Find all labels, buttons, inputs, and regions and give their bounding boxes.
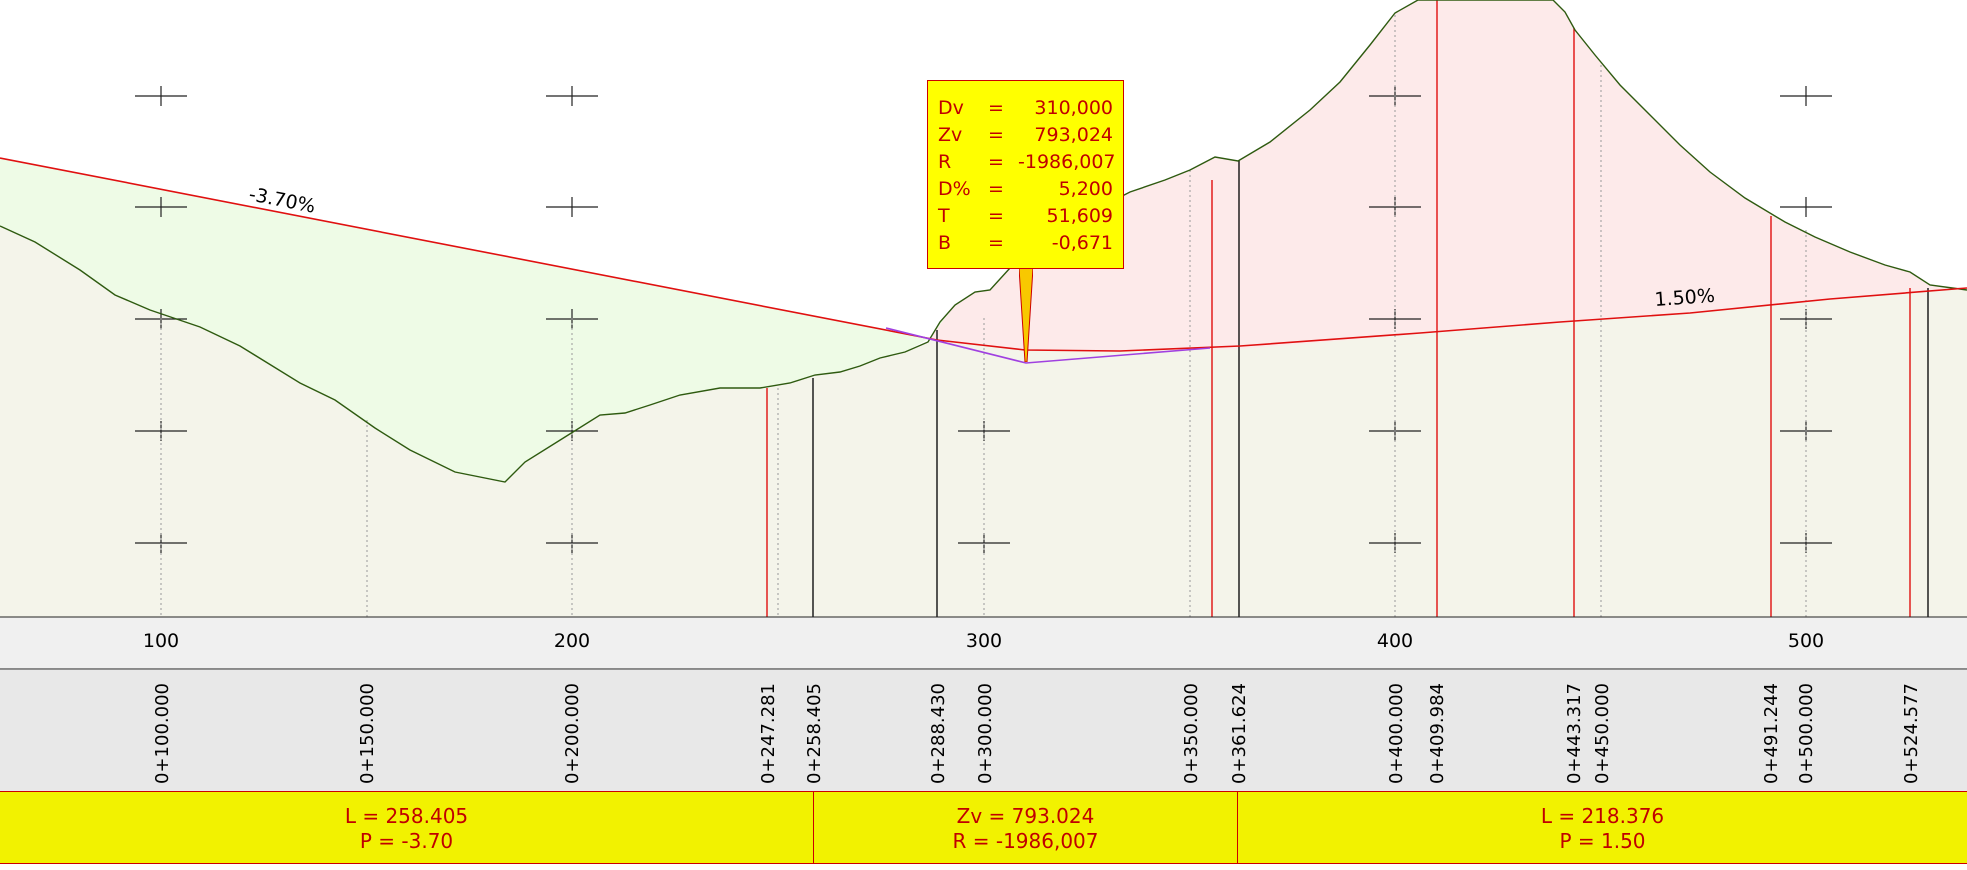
curve-elevation: Zv = 793.024 (956, 804, 1095, 828)
segment-box-right: L = 218.376 P = 1.50 (1238, 791, 1967, 864)
axis-band (0, 617, 1967, 669)
info-eq: = (988, 124, 1004, 146)
segment-grade: P = -3.70 (359, 829, 454, 853)
curve-info-row: D% = 5,200 (938, 176, 1123, 203)
chainage-label: 0+100.000 (152, 683, 173, 784)
info-value: -0,671 (1051, 232, 1113, 254)
info-eq: = (988, 205, 1004, 227)
curve-info-row: Dv = 310,000 (938, 95, 1123, 122)
info-key: D% (938, 178, 971, 200)
segment-length: L = 218.376 (1540, 804, 1665, 828)
vertical-curve-tangent (885, 327, 1211, 364)
info-eq: = (988, 178, 1004, 200)
chainage-label: 0+400.000 (1386, 683, 1407, 784)
chainage-label: 0+150.000 (357, 683, 378, 784)
chainage-label: 0+443.317 (1564, 683, 1585, 784)
grade-label-right: 1.50% (1654, 285, 1716, 311)
axis-tick: 400 (1377, 630, 1413, 652)
axis-tick: 500 (1788, 630, 1824, 652)
info-value: 51,609 (1046, 205, 1113, 227)
chainage-label: 0+361.624 (1229, 683, 1250, 784)
callout-pointer (1019, 268, 1033, 362)
info-value: 793,024 (1034, 124, 1113, 146)
chainage-label: 0+247.281 (758, 683, 779, 784)
info-key: Dv (938, 97, 964, 119)
info-eq: = (988, 151, 1004, 173)
chainage-label: 0+258.405 (804, 683, 825, 784)
curve-info-row: B = -0,671 (938, 230, 1123, 257)
chainage-label: 0+300.000 (975, 683, 996, 784)
chainage-label: 0+524.577 (1901, 683, 1922, 784)
black-section-lines (812, 160, 1929, 617)
info-key: R (938, 151, 952, 173)
curve-radius: R = -1986,007 (952, 829, 1099, 853)
axis-tick: 300 (966, 630, 1002, 652)
bottom-strip (0, 864, 1967, 870)
info-eq: = (988, 232, 1004, 254)
curve-info-row: T = 51,609 (938, 203, 1123, 230)
station-dotted-lines (160, 15, 1807, 617)
segment-grade: P = 1.50 (1559, 829, 1646, 853)
info-key: Zv (938, 124, 963, 146)
info-key: B (938, 232, 952, 254)
chainage-label: 0+409.984 (1427, 683, 1448, 784)
segment-box-left: L = 258.405 P = -3.70 (0, 791, 814, 864)
chainage-label: 0+450.000 (1592, 683, 1613, 784)
chainage-labels: 0+100.000 0+150.000 0+200.000 0+247.281 … (152, 683, 1922, 784)
chainage-label: 0+200.000 (562, 683, 583, 784)
curve-info-row: R = -1986,007 (938, 149, 1123, 176)
axis-tick: 100 (143, 630, 179, 652)
chainage-label: 0+288.430 (928, 683, 949, 784)
curve-info-row: Zv = 793,024 (938, 122, 1123, 149)
info-eq: = (988, 97, 1004, 119)
cut-area (930, 0, 1967, 352)
segment-box-curve: Zv = 793.024 R = -1986,007 (814, 791, 1238, 864)
chainage-label: 0+491.244 (1761, 683, 1782, 784)
segment-length: L = 258.405 (344, 804, 469, 828)
axis-tick: 200 (554, 630, 590, 652)
terrain-line (0, 0, 1967, 483)
info-value: -1986,007 (1018, 151, 1116, 173)
curve-info-callout: Dv = 310,000 Zv = 793,024 R = -1986,007 D% = 5,2… (927, 80, 1124, 269)
chainage-label: 0+350.000 (1181, 683, 1202, 784)
info-value: 5,200 (1058, 178, 1113, 200)
red-section-lines (766, 0, 1911, 617)
info-value: 310,000 (1034, 97, 1113, 119)
chainage-band (0, 670, 1967, 791)
info-key: T (938, 205, 950, 227)
fill-area-2 (0, 158, 930, 482)
grade-line (0, 157, 1967, 352)
chainage-label: 0+500.000 (1796, 683, 1817, 784)
